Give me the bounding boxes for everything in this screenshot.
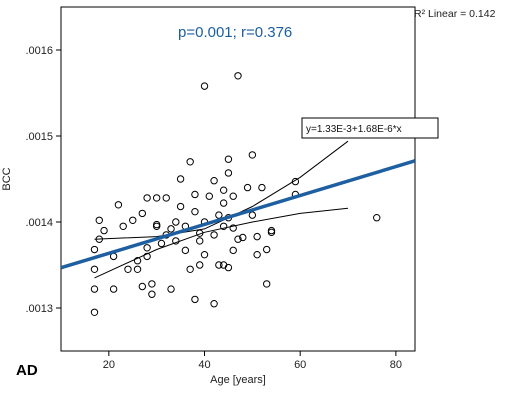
data-point (229, 192, 237, 200)
data-point (167, 225, 175, 233)
data-point (124, 265, 132, 273)
data-point (133, 265, 142, 273)
y-tick-label: .0014 (25, 217, 53, 229)
ci-lower-line (94, 207, 349, 279)
data-point (138, 209, 147, 218)
data-point (95, 216, 103, 224)
data-point (253, 250, 261, 259)
panel-label: AD (16, 362, 38, 379)
data-point (148, 280, 156, 288)
data-point (248, 211, 257, 219)
data-point (143, 194, 151, 202)
data-point (186, 265, 194, 273)
data-point (196, 237, 204, 245)
data-point (138, 282, 147, 291)
data-point (224, 169, 233, 177)
fit-lines-group (61, 140, 415, 279)
data-point (373, 214, 381, 222)
data-point (176, 175, 185, 183)
y-tick-label: .0016 (25, 45, 53, 57)
data-point (133, 257, 142, 265)
data-point (219, 222, 228, 231)
r-squared-label: R² Linear = 0.142 (414, 8, 496, 20)
equation-label: y=1.33E-3+1.68E-6*x (306, 124, 402, 135)
data-point (90, 245, 99, 254)
data-point (210, 231, 218, 239)
data-point (239, 233, 247, 242)
data-point (263, 280, 271, 288)
data-point (263, 245, 271, 254)
x-axis-title: Age [years] (210, 374, 266, 386)
data-point (100, 226, 108, 235)
data-point (224, 155, 233, 163)
data-point (200, 250, 209, 259)
regression-line (61, 159, 415, 270)
y-axis-ticks: .0013 .0014 .0015 .0016 (25, 45, 61, 315)
y-tick-label: .0013 (25, 303, 53, 315)
data-point (224, 263, 233, 272)
stats-annotation: p=0.001; r=0.376 (178, 24, 292, 41)
data-point (210, 177, 218, 185)
data-point (210, 300, 218, 308)
data-point (291, 177, 300, 186)
data-point (90, 265, 99, 273)
x-tick-label: 80 (390, 359, 402, 371)
data-point (243, 183, 252, 192)
data-point (191, 295, 199, 304)
data-point (119, 222, 127, 231)
data-points (90, 72, 381, 316)
data-point (248, 151, 257, 159)
data-point (253, 232, 261, 241)
data-point (215, 261, 223, 269)
data-point (229, 224, 237, 232)
data-point (152, 220, 161, 229)
x-tick-label: 40 (198, 359, 210, 371)
data-point (234, 235, 242, 243)
data-point (186, 158, 194, 166)
data-point (200, 82, 209, 90)
y-axis-title: BCC (1, 167, 13, 190)
data-point (176, 202, 185, 211)
data-point (229, 246, 237, 255)
data-point (129, 216, 137, 224)
data-point (219, 186, 228, 194)
data-point (162, 194, 170, 202)
data-point (90, 308, 99, 316)
data-point (191, 190, 199, 199)
data-point (172, 218, 180, 226)
data-point (90, 285, 99, 293)
data-point (181, 246, 190, 255)
plot-frame (60, 6, 416, 352)
data-point (109, 285, 118, 293)
data-point (196, 261, 204, 269)
x-axis-ticks: 20 40 60 80 (103, 351, 402, 371)
data-point (191, 207, 199, 216)
x-tick-label: 20 (103, 359, 115, 371)
data-point (258, 183, 266, 192)
data-point (167, 285, 175, 293)
data-point (148, 290, 156, 298)
data-point (143, 244, 151, 252)
data-point (219, 199, 228, 207)
data-point (143, 252, 151, 261)
data-point (267, 228, 276, 237)
equation-box (301, 117, 439, 139)
y-tick-label: .0015 (25, 131, 53, 143)
x-tick-label: 60 (294, 359, 306, 371)
data-point (152, 194, 161, 202)
data-point (157, 239, 166, 248)
data-point (172, 237, 180, 245)
data-point (114, 201, 123, 209)
data-point (234, 72, 242, 80)
data-point (205, 192, 213, 200)
